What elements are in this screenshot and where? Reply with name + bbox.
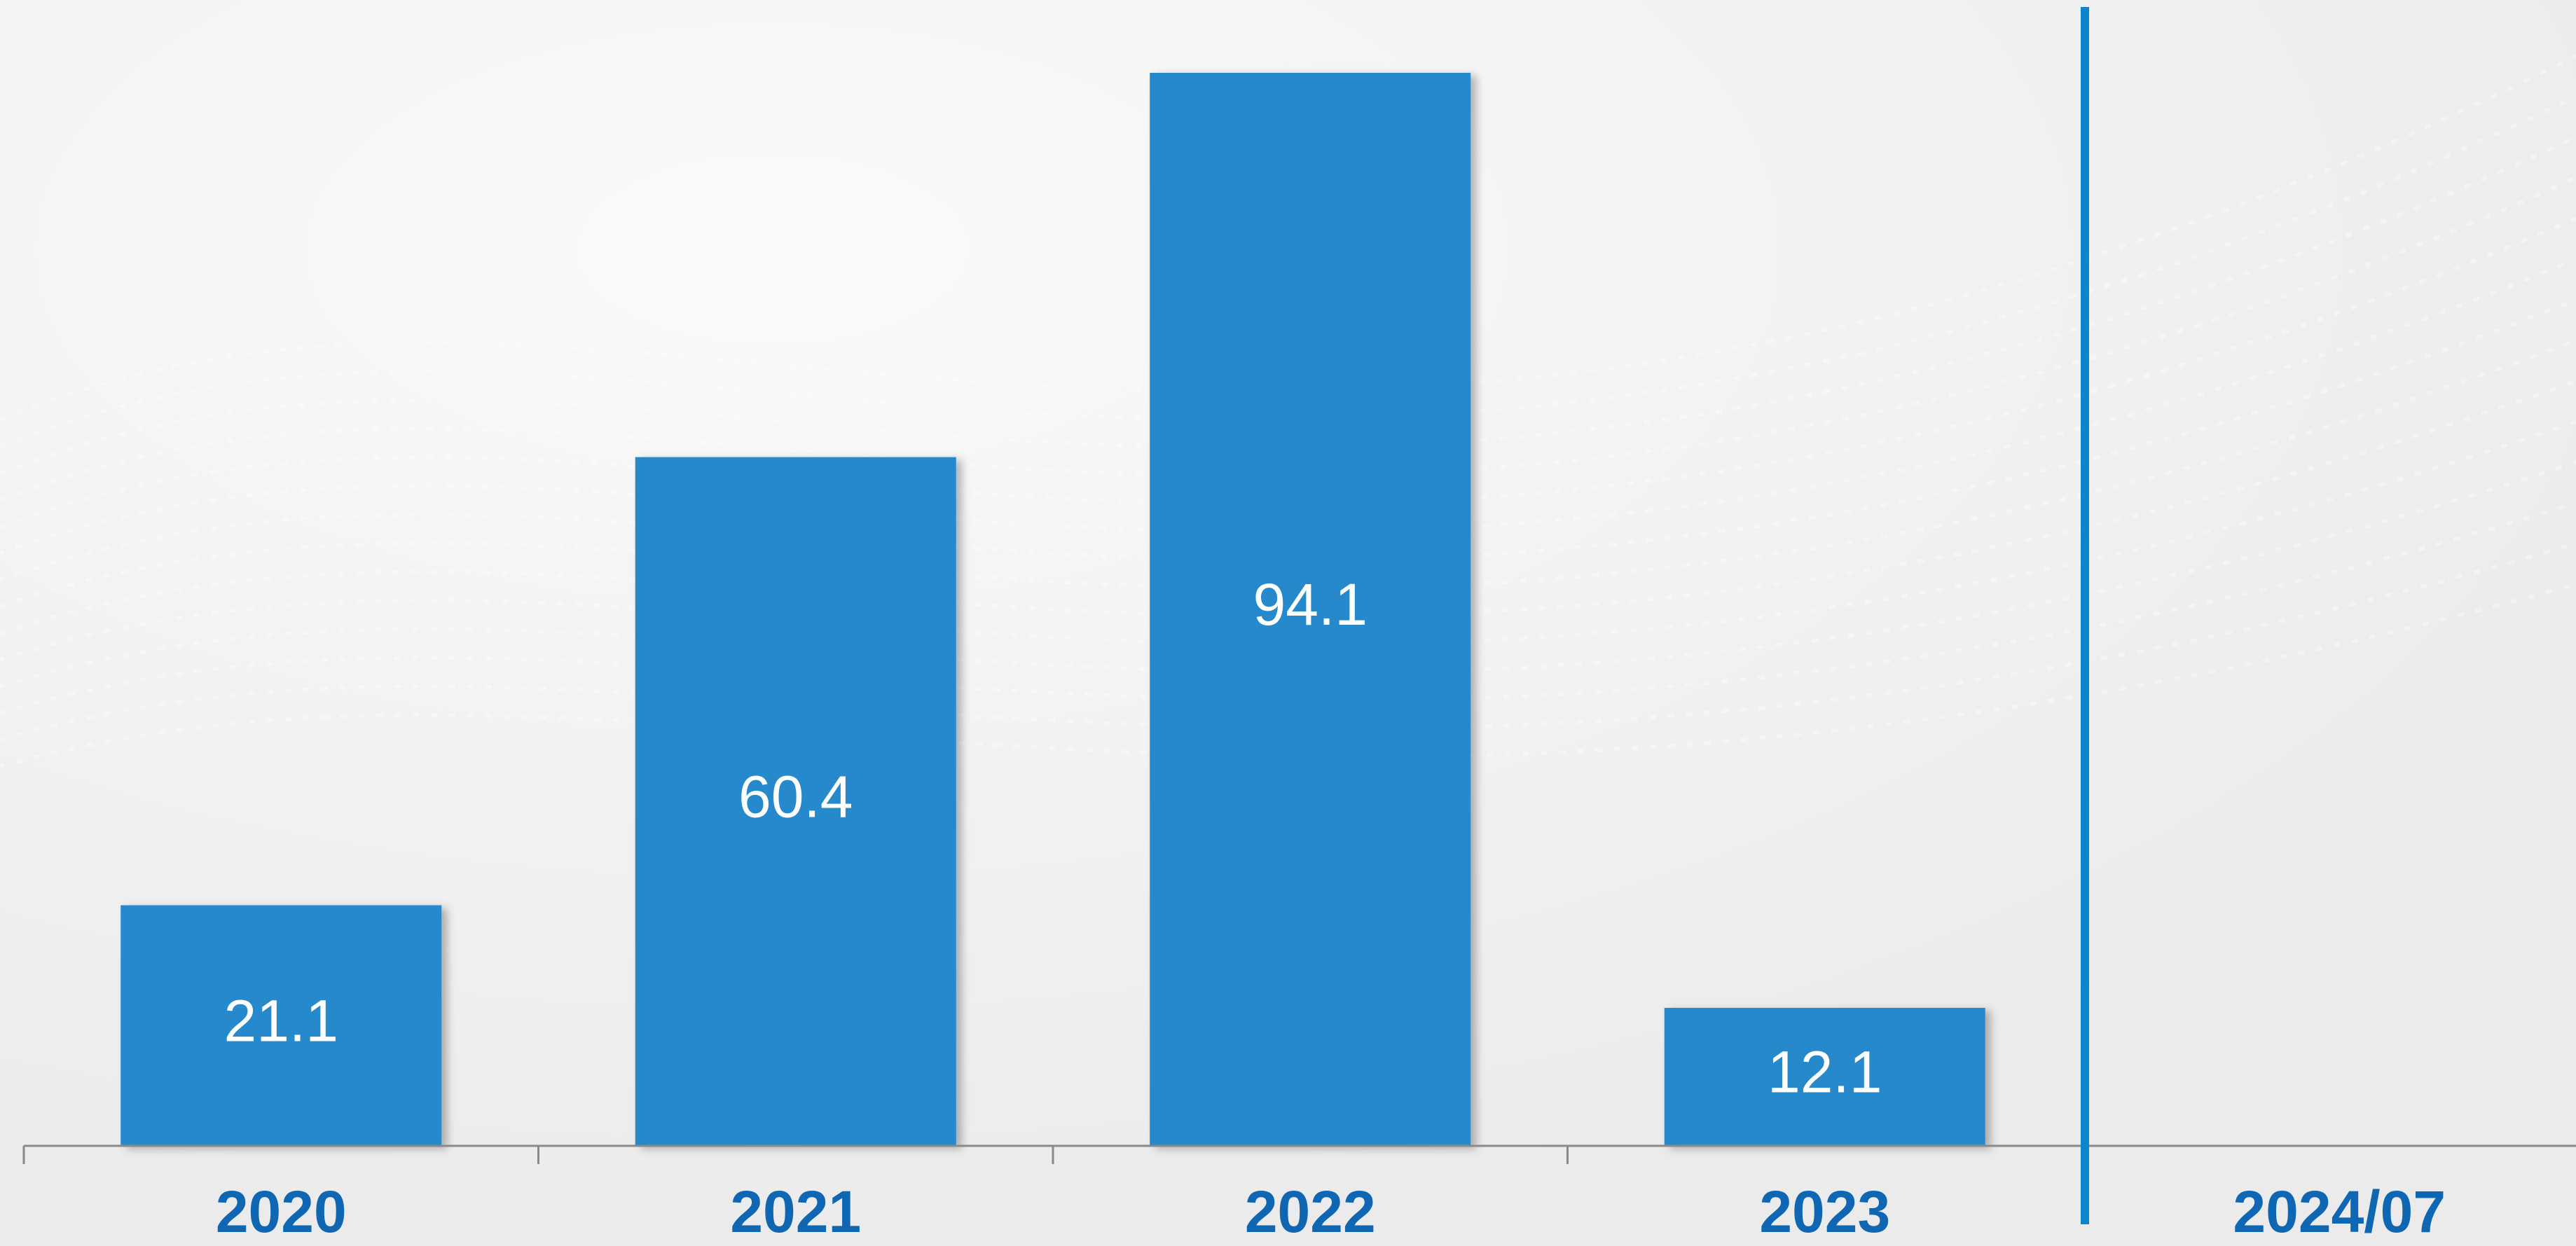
decor-wave-line [0, 541, 2576, 742]
category-label-2022: 2022 [1245, 1179, 1376, 1245]
bar-2023 [1664, 1008, 1985, 1146]
category-label-2024-07: 2024/07 [2233, 1179, 2446, 1245]
bar-2022 [1150, 73, 1471, 1146]
decor-wave-line [0, 379, 2576, 635]
decor-wave-line [0, 338, 2576, 609]
data-label-2022: 94.1 [1253, 572, 1368, 637]
decor-wave-line [0, 216, 2576, 529]
bar-2020 [120, 905, 442, 1146]
category-label-2021: 2021 [730, 1179, 861, 1245]
decor-wave-line [0, 176, 2576, 502]
decor-wave-line [0, 501, 2576, 715]
decor-wave-line [0, 257, 2576, 555]
category-label-2020: 2020 [216, 1179, 347, 1245]
background-wave-decoration [0, 54, 2576, 768]
decor-wave-line [0, 95, 2576, 449]
decor-wave-line [0, 420, 2576, 662]
decor-wave-line [0, 135, 2576, 476]
bar-2021 [635, 457, 956, 1146]
decor-wave-line [0, 582, 2576, 768]
data-label-2023: 12.1 [1768, 1039, 1882, 1105]
decor-wave-line [0, 298, 2576, 582]
category-label-2023: 2023 [1759, 1179, 1890, 1245]
decor-wave-line [0, 460, 2576, 688]
data-label-2020: 21.1 [224, 988, 339, 1053]
data-label-2021: 60.4 [738, 764, 853, 830]
decor-wave-line [0, 54, 2576, 422]
